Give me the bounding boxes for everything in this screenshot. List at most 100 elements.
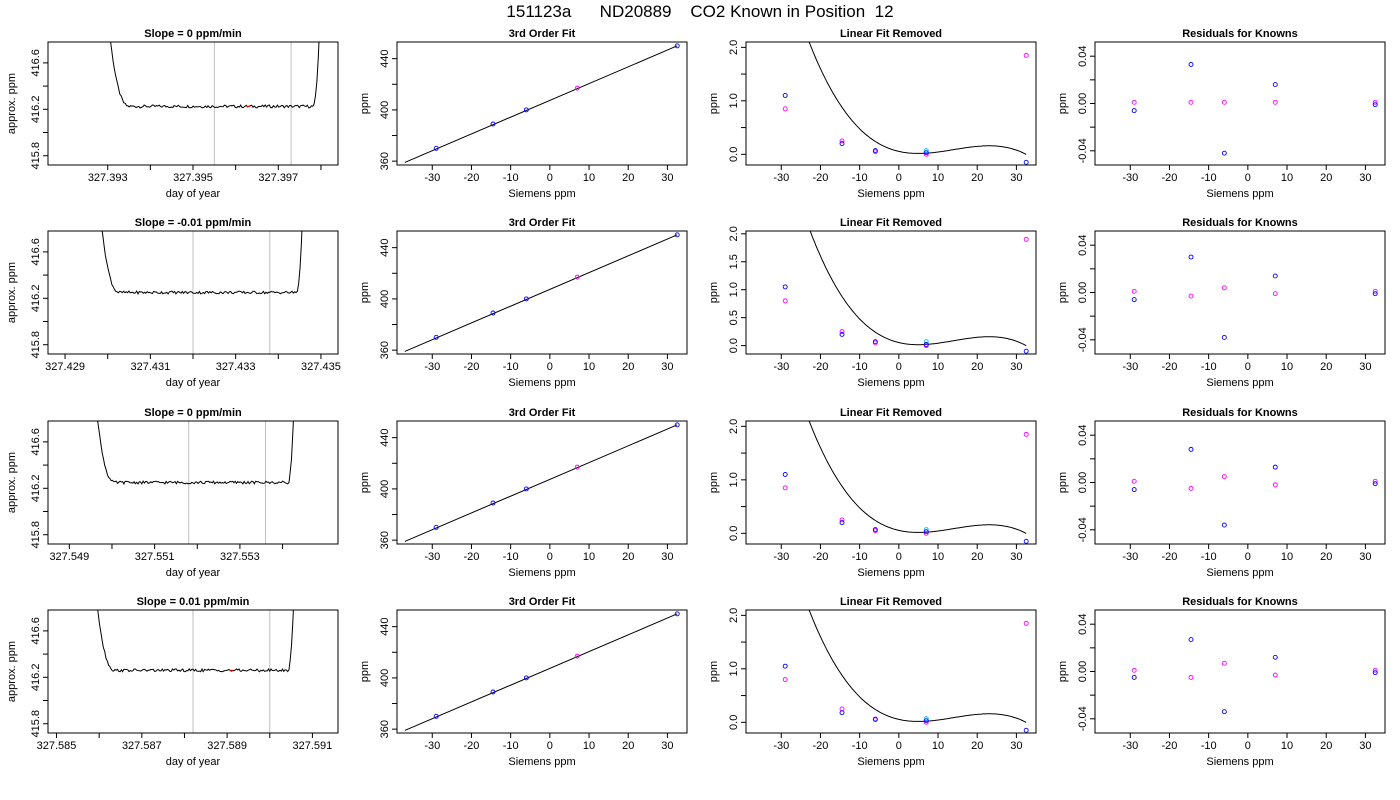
x-tick-label: 327.393 bbox=[88, 172, 128, 184]
panel-r3c2: 3rd Order Fit -30 -20 -10 0 10 20 30 360 400 440 Si… bbox=[359, 407, 688, 579]
y-tick-label: 440 bbox=[379, 49, 391, 67]
panel-r4c3: Linear Fit Removed -30 -20 -10 0 10 20 30 0.0 1.0… bbox=[708, 596, 1037, 768]
y-axis-label: ppm bbox=[1057, 472, 1069, 493]
y-tick-label: 416.2 bbox=[30, 285, 42, 313]
y-tick-label: 0.5 bbox=[728, 310, 740, 325]
plot-frame bbox=[1094, 609, 1386, 734]
x-tick-label: -30 bbox=[773, 172, 789, 184]
point-blue bbox=[1372, 670, 1378, 676]
point-blue bbox=[1131, 108, 1137, 114]
data-trace bbox=[110, 42, 320, 109]
plot-frame bbox=[47, 41, 339, 166]
y-tick-label: 2.0 bbox=[728, 40, 740, 55]
point-magenta bbox=[1221, 99, 1227, 105]
x-axis-label: day of year bbox=[166, 377, 221, 389]
data-trace bbox=[97, 421, 294, 485]
x-axis-label: Siemens ppm bbox=[1206, 756, 1273, 768]
point-blue bbox=[1131, 487, 1137, 493]
x-axis-label: Siemens ppm bbox=[1206, 377, 1273, 389]
point-magenta bbox=[1372, 288, 1378, 294]
y-axis-label: approx. ppm bbox=[6, 641, 18, 702]
fit-curve bbox=[809, 231, 1027, 347]
plot-area bbox=[1131, 62, 1378, 156]
point-blue bbox=[872, 527, 878, 533]
x-tick-label: 20 bbox=[622, 172, 634, 184]
point-blue bbox=[523, 296, 529, 302]
point-blue bbox=[1131, 297, 1137, 303]
x-tick-label: -30 bbox=[424, 740, 440, 752]
point-blue bbox=[1272, 654, 1278, 660]
plot-frame bbox=[396, 420, 688, 545]
x-tick-label: 0 bbox=[896, 551, 902, 563]
x-tick-label: 0 bbox=[547, 740, 553, 752]
x-tick-label: 327.587 bbox=[122, 740, 162, 752]
point-magenta bbox=[1221, 474, 1227, 480]
x-tick-label: 327.549 bbox=[49, 551, 89, 563]
point-blue bbox=[1023, 538, 1029, 544]
point-blue bbox=[433, 145, 439, 151]
y-tick-label: 1.0 bbox=[728, 472, 740, 487]
plot-frame bbox=[396, 41, 688, 166]
point-magenta bbox=[839, 517, 845, 523]
point-blue bbox=[839, 331, 845, 337]
panel-title: Residuals for Knowns bbox=[1182, 217, 1298, 229]
point-blue bbox=[523, 107, 529, 113]
point-magenta bbox=[1131, 667, 1137, 673]
x-tick-label: 327.395 bbox=[173, 172, 213, 184]
x-axis-label: day of year bbox=[166, 188, 221, 200]
panel-title: Linear Fit Removed bbox=[840, 596, 942, 608]
figure-title: 151123a ND20889 CO2 Known in Position 12 bbox=[506, 2, 894, 21]
x-tick-label: 327.589 bbox=[207, 740, 247, 752]
y-tick-label: 0.00 bbox=[1077, 661, 1089, 682]
panel-title: Residuals for Knowns bbox=[1182, 28, 1298, 40]
point-blue bbox=[1188, 62, 1194, 67]
point-blue bbox=[782, 93, 788, 98]
x-axis-label: day of year bbox=[166, 567, 221, 579]
point-magenta bbox=[1131, 288, 1137, 294]
point-blue bbox=[782, 284, 788, 290]
fit-line bbox=[404, 613, 678, 731]
point-blue bbox=[433, 524, 439, 530]
x-tick-label: -30 bbox=[424, 551, 440, 563]
x-tick-label: -30 bbox=[424, 172, 440, 184]
point-blue bbox=[1188, 446, 1194, 452]
point-magenta bbox=[782, 298, 788, 304]
x-tick-label: 327.435 bbox=[301, 361, 341, 373]
point-magenta bbox=[782, 677, 788, 682]
y-axis-label: approx. ppm bbox=[6, 452, 18, 513]
panel-r1c2: 3rd Order Fit -30 -20 -10 0 10 20 30 360 400 440 Si… bbox=[359, 28, 688, 200]
x-tick-label: 10 bbox=[1281, 172, 1293, 184]
plot-area bbox=[782, 610, 1029, 733]
point-magenta bbox=[1131, 478, 1137, 484]
x-tick-label: -20 bbox=[813, 361, 829, 373]
point-blue bbox=[1023, 348, 1029, 354]
panel-r2c4: Residuals for Knowns -30 -20 -10 0 10 20 30 -0.0… bbox=[1057, 217, 1386, 389]
x-tick-label: -30 bbox=[773, 551, 789, 563]
y-tick-label: 0.00 bbox=[1077, 472, 1089, 493]
plot-frame bbox=[1094, 420, 1386, 545]
x-tick-label: -10 bbox=[852, 740, 868, 752]
y-tick-label: -0.04 bbox=[1077, 517, 1089, 542]
x-tick-label: 10 bbox=[583, 361, 595, 373]
y-tick-label: 416.2 bbox=[30, 664, 42, 692]
x-tick-label: 30 bbox=[661, 172, 673, 184]
y-tick-label: 2.0 bbox=[728, 419, 740, 434]
fit-curve bbox=[808, 421, 1027, 534]
y-tick-label: 360 bbox=[379, 720, 391, 738]
y-axis-label: approx. ppm bbox=[6, 73, 18, 134]
fit-line bbox=[404, 424, 678, 542]
x-tick-label: -10 bbox=[503, 172, 519, 184]
x-tick-label: 30 bbox=[1010, 740, 1022, 752]
plot-frame bbox=[745, 230, 1037, 355]
y-tick-label: 2.0 bbox=[728, 226, 740, 241]
x-tick-label: -20 bbox=[464, 740, 480, 752]
x-tick-label: -20 bbox=[1162, 172, 1178, 184]
y-tick-label: 1.5 bbox=[728, 254, 740, 269]
point-cyan bbox=[923, 339, 929, 345]
point-blue bbox=[674, 611, 680, 617]
x-tick-label: -30 bbox=[1122, 172, 1138, 184]
point-magenta bbox=[782, 106, 788, 112]
panel-r1c3: Linear Fit Removed -30 -20 -10 0 10 20 30 0.0 1.0… bbox=[708, 28, 1037, 200]
point-magenta bbox=[1188, 485, 1194, 491]
x-tick-label: 30 bbox=[1359, 361, 1371, 373]
